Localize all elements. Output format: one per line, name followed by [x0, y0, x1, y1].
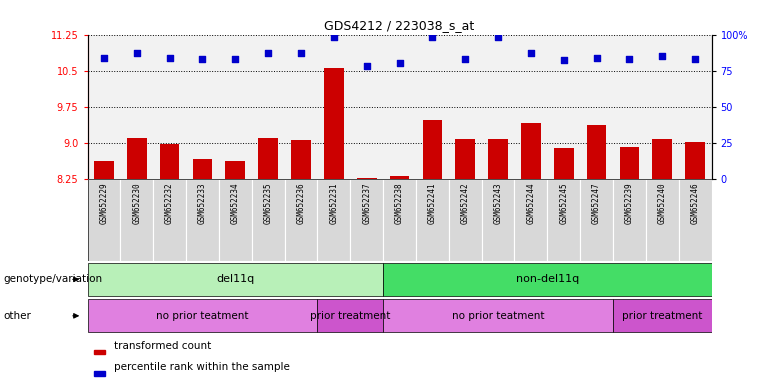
- Bar: [613, 300, 712, 332]
- Text: GSM652232: GSM652232: [165, 183, 174, 224]
- Bar: [120, 179, 153, 261]
- Point: [689, 56, 701, 62]
- Bar: [390, 176, 409, 179]
- Point: [591, 55, 603, 61]
- Bar: [685, 142, 705, 179]
- Bar: [88, 263, 383, 296]
- Bar: [127, 138, 147, 179]
- Text: genotype/variation: genotype/variation: [4, 274, 103, 285]
- Text: GSM652231: GSM652231: [330, 183, 339, 224]
- Bar: [219, 179, 252, 261]
- Bar: [554, 148, 574, 179]
- Point: [393, 60, 406, 66]
- Bar: [88, 300, 317, 332]
- Point: [98, 55, 110, 61]
- Text: GSM652238: GSM652238: [395, 183, 404, 224]
- Bar: [619, 147, 639, 179]
- Text: non-del11q: non-del11q: [516, 274, 579, 285]
- Bar: [652, 139, 672, 179]
- Point: [623, 56, 635, 62]
- Text: no prior teatment: no prior teatment: [452, 311, 544, 321]
- Text: GSM652244: GSM652244: [527, 183, 536, 224]
- Bar: [482, 179, 514, 261]
- Bar: [383, 300, 613, 332]
- Bar: [258, 138, 278, 179]
- Bar: [383, 179, 416, 261]
- Bar: [646, 179, 679, 261]
- Bar: [186, 179, 219, 261]
- Bar: [521, 123, 541, 179]
- Bar: [514, 179, 547, 261]
- Text: percentile rank within the sample: percentile rank within the sample: [114, 362, 290, 372]
- Text: no prior teatment: no prior teatment: [156, 311, 249, 321]
- Point: [262, 50, 274, 56]
- Text: GSM652240: GSM652240: [658, 183, 667, 224]
- Point: [426, 35, 438, 41]
- Text: GSM652230: GSM652230: [132, 183, 142, 224]
- Bar: [88, 179, 120, 261]
- Bar: [94, 371, 105, 376]
- Bar: [285, 179, 317, 261]
- Bar: [416, 179, 449, 261]
- Bar: [160, 144, 180, 179]
- Bar: [225, 161, 245, 179]
- Bar: [357, 178, 377, 179]
- Text: GSM652237: GSM652237: [362, 183, 371, 224]
- Bar: [291, 140, 310, 179]
- Bar: [679, 179, 712, 261]
- Point: [459, 56, 471, 62]
- Point: [328, 35, 340, 41]
- Point: [558, 58, 570, 64]
- Text: del11q: del11q: [216, 274, 254, 285]
- Bar: [547, 179, 580, 261]
- Point: [656, 53, 668, 59]
- Bar: [317, 300, 383, 332]
- Bar: [449, 179, 482, 261]
- Bar: [94, 350, 105, 354]
- Bar: [252, 179, 285, 261]
- Bar: [193, 159, 212, 179]
- Point: [164, 55, 176, 61]
- Text: GSM652233: GSM652233: [198, 183, 207, 224]
- Text: GSM652239: GSM652239: [625, 183, 634, 224]
- Title: GDS4212 / 223038_s_at: GDS4212 / 223038_s_at: [324, 19, 475, 32]
- Bar: [613, 179, 646, 261]
- Bar: [324, 68, 344, 179]
- Bar: [153, 179, 186, 261]
- Point: [229, 56, 241, 62]
- Text: GSM652241: GSM652241: [428, 183, 437, 224]
- Text: GSM652242: GSM652242: [460, 183, 470, 224]
- Text: GSM652235: GSM652235: [263, 183, 272, 224]
- Bar: [455, 139, 475, 179]
- Text: transformed count: transformed count: [114, 341, 212, 351]
- Text: prior treatment: prior treatment: [310, 311, 390, 321]
- Point: [492, 35, 504, 41]
- Text: GSM652243: GSM652243: [494, 183, 502, 224]
- Bar: [317, 179, 350, 261]
- Text: prior treatment: prior treatment: [622, 311, 702, 321]
- Point: [196, 56, 209, 62]
- Point: [295, 50, 307, 56]
- Text: GSM652245: GSM652245: [559, 183, 568, 224]
- Text: GSM652234: GSM652234: [231, 183, 240, 224]
- Point: [131, 50, 143, 56]
- Text: GSM652246: GSM652246: [691, 183, 699, 224]
- Bar: [422, 120, 442, 179]
- Bar: [580, 179, 613, 261]
- Bar: [350, 179, 383, 261]
- Point: [525, 50, 537, 56]
- Text: GSM652247: GSM652247: [592, 183, 601, 224]
- Bar: [383, 263, 712, 296]
- Bar: [587, 125, 607, 179]
- Text: GSM652229: GSM652229: [100, 183, 108, 224]
- Text: other: other: [4, 311, 32, 321]
- Text: GSM652236: GSM652236: [297, 183, 305, 224]
- Point: [361, 63, 373, 70]
- Bar: [94, 161, 114, 179]
- Bar: [489, 139, 508, 179]
